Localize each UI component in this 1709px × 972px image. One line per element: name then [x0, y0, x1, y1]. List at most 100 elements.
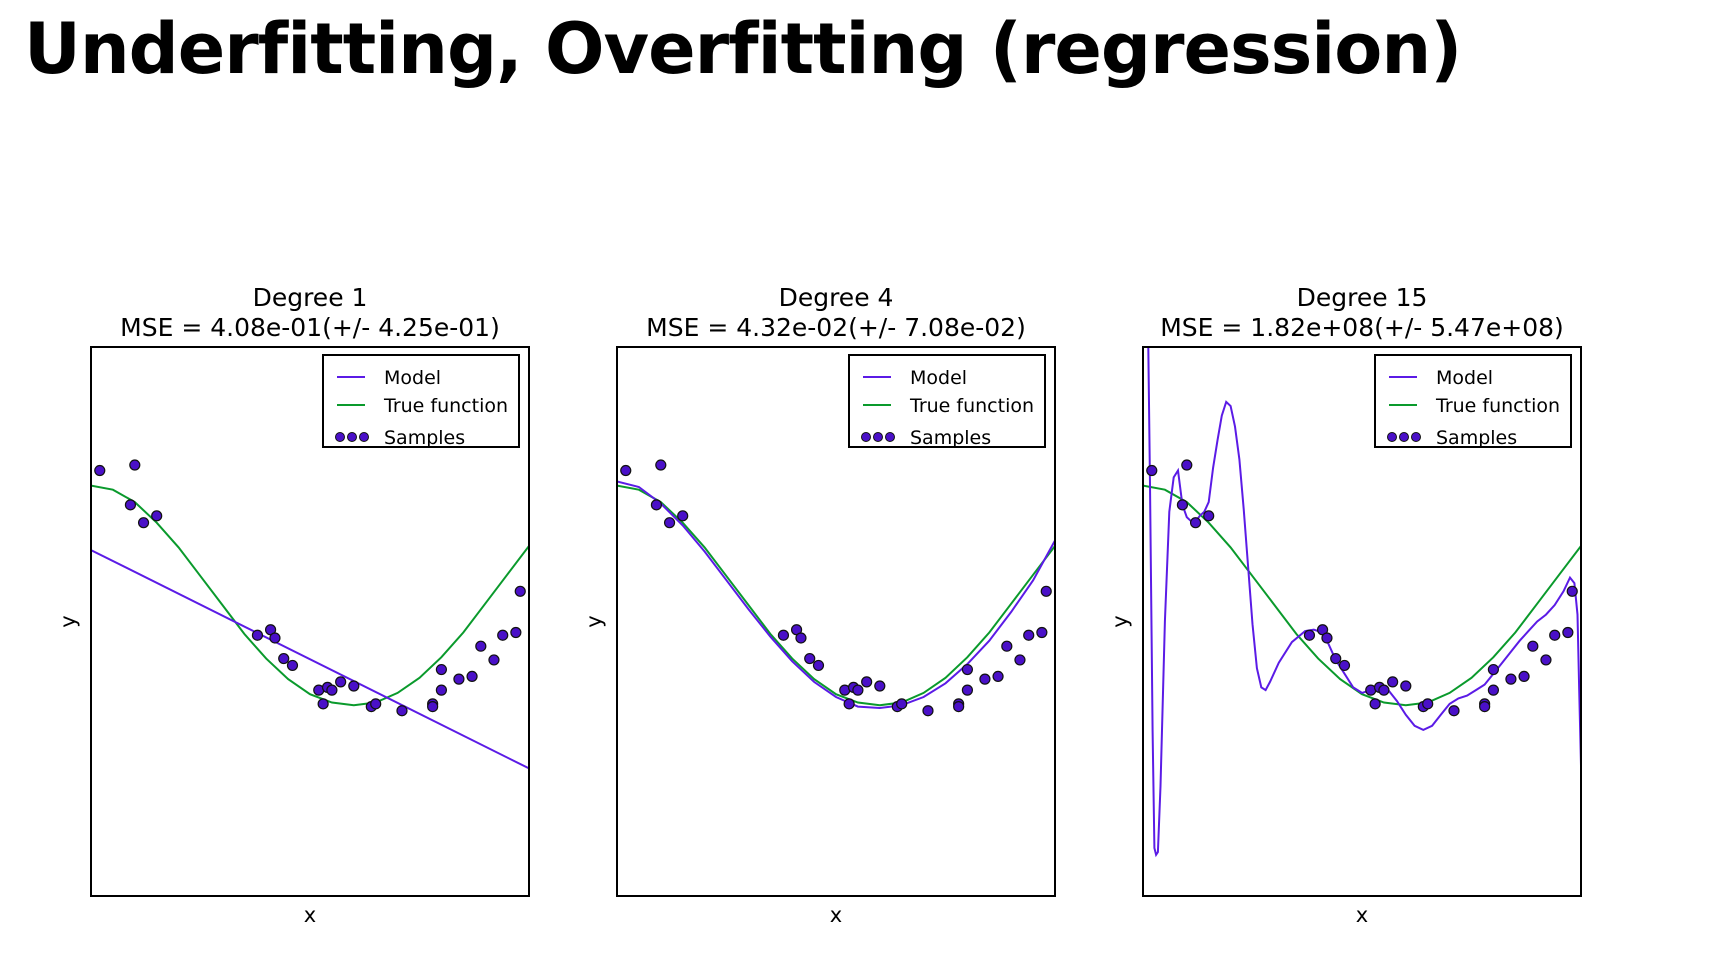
chart-subtitle: MSE = 4.32e-02(+/- 7.08e-02): [646, 313, 1026, 342]
legend-true-function-label: True function: [909, 395, 1034, 417]
legend-sample-marker: [1400, 433, 1409, 442]
sample-point: [1015, 655, 1025, 665]
sample-point: [1041, 586, 1051, 596]
sample-point: [1506, 674, 1516, 684]
sample-point: [651, 500, 661, 510]
sample-point: [1177, 500, 1187, 510]
sample-point: [1567, 586, 1577, 596]
chart-title: Degree 4: [779, 283, 894, 312]
sample-point: [436, 665, 446, 675]
chart-subtitle: MSE = 4.08e-01(+/- 4.25e-01): [120, 313, 500, 342]
sample-point: [287, 660, 297, 670]
sample-point: [252, 630, 262, 640]
legend-samples-label: Samples: [1436, 427, 1517, 449]
sample-point: [862, 677, 872, 687]
sample-point: [1550, 630, 1560, 640]
sample-point: [796, 633, 806, 643]
legend-sample-marker: [862, 433, 871, 442]
x-axis-label: x: [304, 903, 316, 927]
legend-model-label: Model: [910, 367, 967, 389]
chart-title: Degree 15: [1297, 283, 1428, 312]
sample-point: [678, 511, 688, 521]
legend-sample-marker: [886, 433, 895, 442]
sample-point: [349, 681, 359, 691]
sample-point: [1488, 665, 1498, 675]
sample-point: [1480, 702, 1490, 712]
sample-point: [1322, 633, 1332, 643]
sample-point: [318, 699, 328, 709]
x-axis-label: x: [1356, 903, 1368, 927]
x-axis-label: x: [830, 903, 842, 927]
sample-point: [1037, 627, 1047, 637]
sample-point: [1191, 518, 1201, 528]
sample-point: [515, 586, 525, 596]
sample-point: [805, 654, 815, 664]
sample-point: [327, 685, 337, 695]
chart-title: Degree 1: [253, 283, 368, 312]
chart-subtitle: MSE = 1.82e+08(+/- 5.47e+08): [1160, 313, 1564, 342]
legend-samples-label: Samples: [910, 427, 991, 449]
sample-point: [1002, 641, 1012, 651]
sample-point: [95, 466, 105, 476]
legend-sample-marker: [1412, 433, 1421, 442]
sample-point: [1331, 654, 1341, 664]
sample-point: [993, 671, 1003, 681]
sample-point: [1370, 699, 1380, 709]
sample-point: [980, 674, 990, 684]
sample-point: [454, 674, 464, 684]
sample-point: [1024, 630, 1034, 640]
legend: Model True function Samples: [1375, 355, 1571, 449]
sample-point: [397, 706, 407, 716]
plot-area: [617, 460, 1055, 716]
sample-point: [336, 677, 346, 687]
model-line: [91, 550, 529, 768]
sample-point: [1528, 641, 1538, 651]
y-axis-label: y: [582, 615, 606, 627]
sample-point: [1204, 511, 1214, 521]
sample-point: [962, 665, 972, 675]
sample-point: [665, 518, 675, 528]
legend: Model True function Samples: [323, 355, 519, 449]
sample-point: [371, 699, 381, 709]
legend-true-function-label: True function: [1435, 395, 1560, 417]
sample-point: [853, 685, 863, 695]
legend-model-label: Model: [384, 367, 441, 389]
sample-point: [1519, 671, 1529, 681]
sample-point: [1488, 685, 1498, 695]
sample-point: [1304, 630, 1314, 640]
sample-point: [1563, 627, 1573, 637]
chart-panel-3: Degree 15MSE = 1.82e+08(+/- 5.47e+08) x y M…: [1108, 283, 1581, 927]
sample-point: [1541, 655, 1551, 665]
sample-point: [1379, 685, 1389, 695]
plot-area: [91, 460, 529, 768]
sample-point: [152, 511, 162, 521]
sample-point: [467, 671, 477, 681]
sample-point: [897, 699, 907, 709]
sample-point: [1339, 660, 1349, 670]
legend-model-label: Model: [1436, 367, 1493, 389]
sample-point: [436, 685, 446, 695]
sample-point: [1401, 681, 1411, 691]
y-axis-label: y: [1108, 615, 1132, 627]
sample-point: [270, 633, 280, 643]
sample-point: [923, 706, 933, 716]
sample-point: [1449, 706, 1459, 716]
sample-point: [279, 654, 289, 664]
sample-point: [954, 702, 964, 712]
y-axis-label: y: [56, 615, 80, 627]
sample-point: [1147, 466, 1157, 476]
sample-point: [1423, 699, 1433, 709]
legend-sample-marker: [360, 433, 369, 442]
sample-point: [813, 660, 823, 670]
legend-sample-marker: [336, 433, 345, 442]
legend-sample-marker: [1388, 433, 1397, 442]
sample-point: [621, 466, 631, 476]
sample-point: [875, 681, 885, 691]
sample-point: [139, 518, 149, 528]
sample-point: [428, 702, 438, 712]
sample-point: [1388, 677, 1398, 687]
sample-point: [130, 460, 140, 470]
